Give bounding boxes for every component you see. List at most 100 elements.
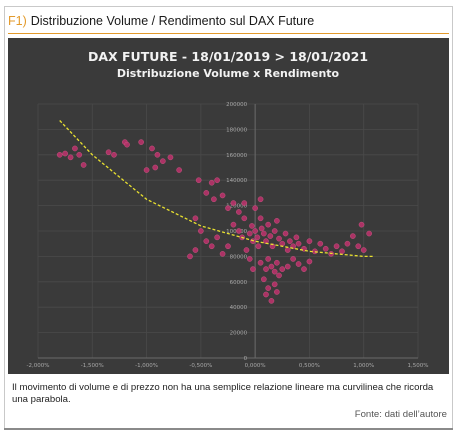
data-point — [358, 221, 365, 228]
data-point — [261, 276, 267, 283]
data-point — [265, 256, 271, 262]
trendline — [59, 120, 375, 258]
bottom-rule — [4, 428, 453, 430]
data-point — [208, 179, 215, 186]
data-point — [257, 196, 264, 203]
data-point — [149, 145, 155, 152]
y-tick-label: 60000 — [230, 280, 248, 286]
data-point — [344, 240, 351, 247]
y-tick-label: 180000 — [226, 127, 247, 133]
data-point — [269, 243, 276, 250]
trendline-path — [59, 120, 375, 258]
x-tick-label: -1,500% — [81, 363, 104, 369]
y-tick-label: 40000 — [230, 305, 248, 311]
data-point — [265, 285, 271, 291]
data-point — [219, 251, 226, 257]
data-point — [252, 228, 258, 234]
data-point — [143, 167, 150, 173]
data-point — [317, 240, 324, 247]
data-point — [160, 158, 166, 164]
data-point — [268, 263, 275, 270]
data-point — [295, 261, 302, 267]
data-point — [274, 259, 280, 266]
y-tick-label: 120000 — [226, 204, 247, 210]
data-point — [271, 228, 278, 234]
x-tick-label: -2,000% — [27, 363, 50, 369]
data-point — [263, 266, 269, 272]
y-tick-label: 200000 — [226, 102, 247, 108]
data-point — [203, 190, 210, 196]
data-point — [254, 234, 261, 241]
data-point — [290, 256, 296, 262]
data-points — [56, 139, 372, 304]
chart-panel: DAX FUTURE - 18/01/2019 > 18/01/2021 Dis… — [8, 38, 449, 374]
data-point — [276, 235, 282, 242]
data-point — [257, 215, 264, 222]
figure-title-text: Distribuzione Volume / Rendimento sul DA… — [30, 14, 315, 28]
data-point — [284, 263, 291, 270]
data-point — [225, 205, 231, 211]
data-point — [282, 230, 289, 237]
data-point — [192, 215, 199, 222]
data-point — [274, 218, 280, 224]
data-point — [219, 192, 226, 199]
data-point — [208, 243, 215, 250]
y-tick-label: 140000 — [226, 178, 247, 184]
data-point — [276, 272, 282, 279]
data-point — [167, 154, 174, 161]
data-point — [192, 247, 199, 253]
data-point — [279, 266, 286, 272]
y-tick-label: 160000 — [226, 153, 247, 159]
data-point — [250, 266, 256, 272]
data-point — [258, 225, 265, 232]
figure-source: Fonte: dati dell’autore — [354, 409, 447, 420]
data-point — [198, 228, 204, 234]
data-point — [284, 247, 291, 253]
y-tick-label: 80000 — [230, 254, 248, 260]
data-point — [67, 154, 74, 161]
y-tick-label: 0 — [244, 356, 248, 362]
x-tick-label: 0,500% — [299, 363, 320, 369]
data-point — [257, 259, 264, 266]
data-point — [366, 230, 372, 237]
x-tick-label: -1,000% — [135, 363, 158, 369]
x-tick-label: 1,000% — [353, 363, 374, 369]
data-point — [214, 234, 220, 241]
figure-number: F1) — [8, 14, 27, 28]
x-tick-label: 0,000% — [245, 363, 266, 369]
data-point — [287, 238, 293, 244]
data-point — [271, 268, 278, 275]
data-point — [236, 209, 242, 215]
data-point — [154, 152, 161, 158]
data-point — [350, 233, 356, 239]
data-point — [261, 230, 267, 237]
y-tick-label: 20000 — [230, 331, 248, 337]
data-point — [72, 145, 78, 152]
x-tick-label: 1,500% — [408, 363, 429, 369]
data-point — [293, 234, 300, 241]
data-point — [355, 243, 362, 250]
data-point — [249, 223, 255, 229]
chart-title: DAX FUTURE - 18/01/2019 > 18/01/2021 — [88, 49, 368, 64]
data-point — [211, 196, 217, 203]
data-point — [138, 139, 144, 145]
data-point — [203, 238, 210, 244]
figure-caption: Il movimento di volume e di prezzo non h… — [12, 382, 434, 405]
figure-title: F1) Distribuzione Volume / Rendimento sul… — [8, 14, 314, 28]
data-point — [236, 228, 242, 234]
data-point — [306, 238, 313, 244]
data-point — [230, 200, 237, 206]
data-point — [187, 253, 193, 260]
data-point — [274, 289, 280, 295]
data-point — [243, 247, 250, 253]
title-rule — [8, 33, 449, 34]
data-point — [241, 200, 248, 206]
data-point — [295, 240, 302, 247]
data-point — [271, 281, 278, 288]
data-point — [62, 150, 68, 157]
chart-subtitle: Distribuzione Volume x Rendimento — [117, 67, 340, 80]
scatter-chart: DAX FUTURE - 18/01/2019 > 18/01/2021 Dis… — [27, 49, 429, 369]
data-point — [265, 221, 271, 228]
data-point — [225, 243, 231, 250]
data-point — [263, 291, 269, 298]
